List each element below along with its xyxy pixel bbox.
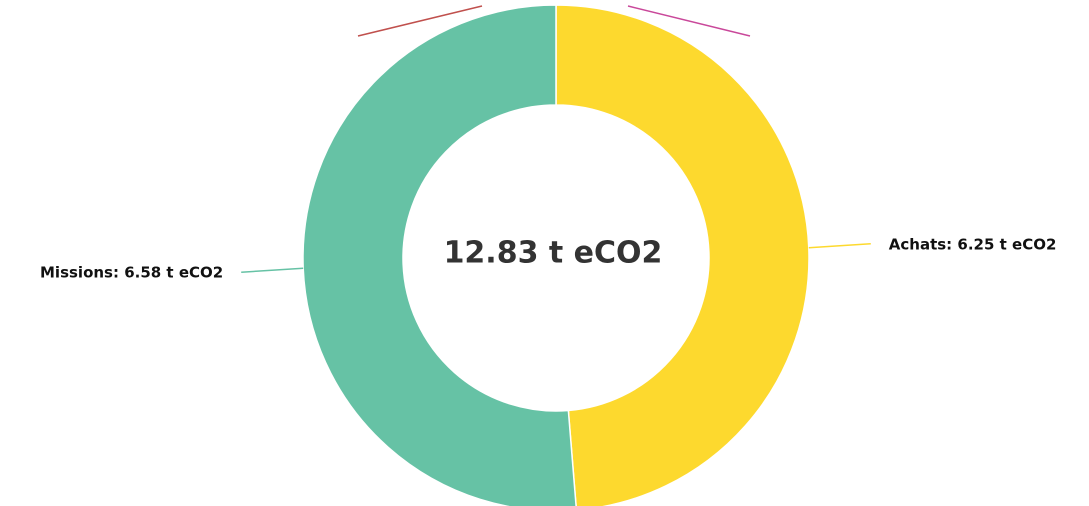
center-label: 12.83 t eCO2: [444, 236, 663, 271]
donut-slice: [555, 4, 810, 506]
slice-label: Missions: 6.58 t eCO2: [40, 264, 223, 282]
leader-line: [357, 5, 483, 37]
leader-line: [808, 243, 871, 249]
slice-label: Achats: 6.25 t eCO2: [889, 235, 1057, 253]
leader-line: [241, 267, 304, 273]
donut-slice: [302, 4, 577, 506]
leader-line: [627, 5, 751, 37]
